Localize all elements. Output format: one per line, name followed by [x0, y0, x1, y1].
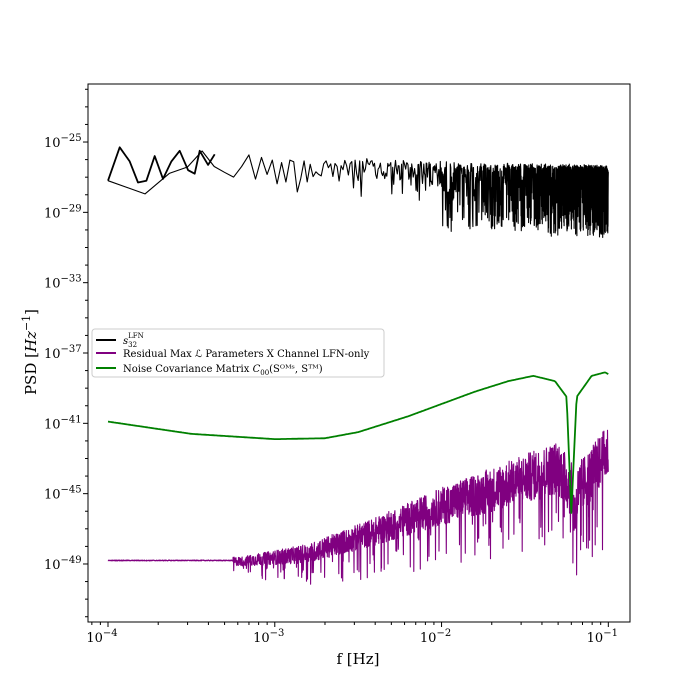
y-axis-label: PSD [Hz−1]	[20, 309, 40, 395]
y-tick-label: 10−49	[44, 555, 82, 573]
x-tick-label: 10−4	[86, 628, 117, 646]
series-purple-line	[107, 429, 609, 585]
legend-entry-black: s32LFN	[96, 332, 144, 349]
legend-entry-green: Noise Covariance Matrix C00(Sᴼᴹˢ, Sᵀᴹ)	[96, 364, 323, 377]
x-tick-label: 10−3	[253, 628, 284, 646]
tick-layer: 10−4 10−3 10−2 10−1 10−25 10−29 10−33 10−37 10−4…	[44, 88, 618, 646]
legend-entry-purple: Residual Max ℒ Parameters X Channel LFN-…	[96, 349, 370, 360]
y-tick-label: 10−29	[44, 203, 82, 221]
legend-box	[91, 328, 385, 378]
series-black-line	[107, 150, 609, 239]
x-tick-label: 10−2	[420, 628, 451, 646]
legend: s32LFN Residual Max ℒ Parameters X Chann…	[91, 328, 385, 378]
legend-label-green: Noise Covariance Matrix C00(Sᴼᴹˢ, Sᵀᴹ)	[123, 364, 323, 377]
legend-label-black: s32LFN	[123, 332, 144, 349]
series-green-line	[107, 371, 609, 514]
series-layer	[107, 146, 609, 585]
legend-label-purple: Residual Max ℒ Parameters X Channel LFN-…	[123, 349, 370, 360]
y-tick-label: 10−37	[44, 344, 82, 362]
y-tick-label: 10−25	[44, 133, 82, 151]
y-tick-label: 10−45	[44, 485, 82, 503]
y-tick-label: 10−41	[44, 414, 82, 432]
y-tick-label: 10−33	[44, 274, 82, 292]
x-tick-label: 10−1	[587, 628, 618, 646]
x-axis-label: f [Hz]	[336, 650, 379, 668]
